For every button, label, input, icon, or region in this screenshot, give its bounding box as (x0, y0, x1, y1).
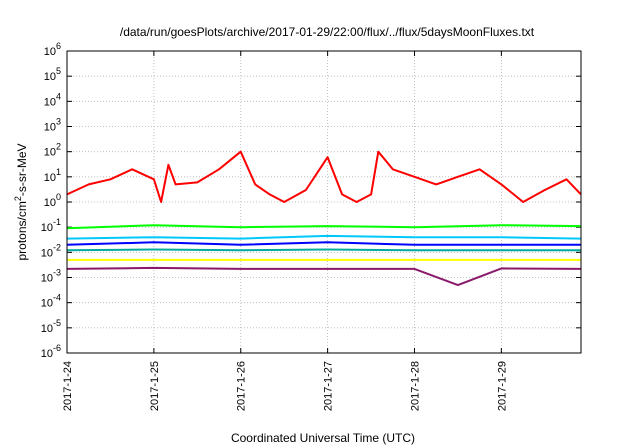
series-line-3 (66, 234, 582, 240)
y-axis-label-post: -s-sr-MeV (15, 143, 29, 196)
series-line-2 (66, 224, 582, 230)
x-tick-label: 2017-1-25 (149, 361, 161, 411)
series-line-1 (66, 150, 582, 203)
series-lines (66, 150, 582, 287)
y-tick-label: 105 (44, 66, 61, 83)
y-tick-label: 10-1 (41, 217, 61, 234)
series-line-5 (66, 248, 581, 252)
y-tick-label: 10-2 (41, 242, 61, 259)
x-axis-label: Coordinated Universal Time (UTC) (231, 431, 415, 445)
y-tick-label: 100 (44, 192, 61, 209)
y-tick-label: 10-5 (41, 318, 61, 335)
y-tick-label: 106 (44, 41, 61, 58)
x-tick-label: 2017-1-29 (496, 361, 508, 411)
x-tick-label: 2017-1-27 (323, 361, 335, 411)
x-tick-label: 2017-1-24 (62, 361, 74, 411)
y-tick-label: 103 (44, 117, 61, 134)
x-tick-label: 2017-1-26 (236, 361, 248, 411)
y-axis-ticks: 10-6 10-5 10-4 10-3 10-2 10-1 100 101 102 103 104 1… (41, 41, 61, 360)
y-axis-label-sup: 2 (13, 196, 23, 201)
plot-frame (66, 50, 582, 354)
y-tick-label: 104 (44, 91, 61, 108)
y-tick-label: 10-4 (41, 293, 61, 310)
series-line-4 (66, 241, 581, 246)
y-tick-label: 102 (44, 142, 61, 159)
y-tick-label: 10-3 (41, 268, 61, 285)
grid (66, 50, 581, 354)
x-axis-ticks: 2017-1-24 2017-1-25 2017-1-26 2017-1-27 2017… (62, 361, 508, 411)
chart-title: /data/run/goesPlots/archive/2017-01-29/2… (120, 25, 535, 39)
y-tick-label: 10-6 (41, 343, 61, 360)
y-tick-label: 101 (44, 167, 61, 184)
x-tick-label: 2017-1-28 (409, 361, 421, 411)
y-axis-label-pre: protons/cm (15, 201, 29, 260)
series-line-7 (66, 266, 582, 287)
y-axis-label: protons/cm2-s-sr-MeV (13, 143, 29, 260)
